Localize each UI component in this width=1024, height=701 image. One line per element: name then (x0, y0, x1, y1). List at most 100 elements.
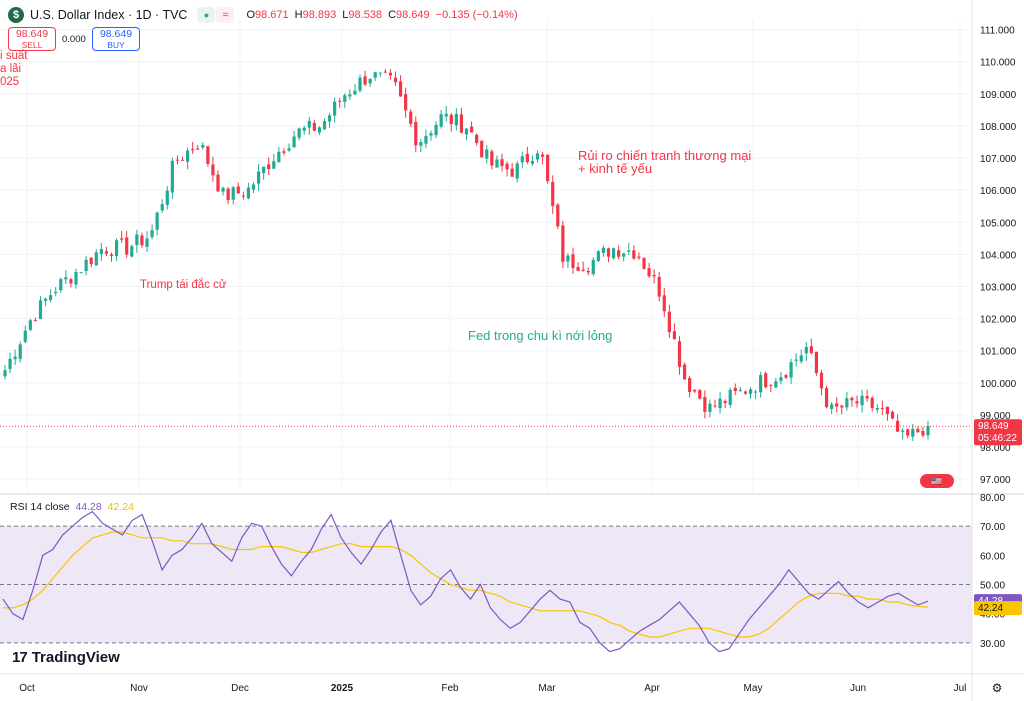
candle-body (120, 238, 124, 240)
ohlc-high: H98.893 (294, 9, 337, 21)
candle-body (885, 406, 890, 415)
candle-body (824, 388, 829, 408)
candle-body (799, 355, 803, 362)
candle-body (551, 182, 555, 206)
candle-body (510, 168, 514, 177)
candle-body (865, 396, 869, 399)
last-price-tag-text: 05:46:22 (978, 433, 1017, 444)
candle-body (109, 254, 114, 256)
candle-body (287, 148, 291, 151)
candle-body (38, 300, 43, 319)
candle-body (282, 151, 286, 153)
rsi-ma-value-tag: 42.24 (974, 601, 1022, 616)
candle-body (485, 149, 489, 159)
candle-body (43, 298, 48, 301)
delayed-data-icon[interactable]: ≈ (216, 7, 235, 23)
candle-body (617, 250, 621, 257)
candle-body (718, 398, 722, 409)
rsi-ma-value-tag-bg (974, 601, 1022, 616)
chart-annotation: + kinh tế yếu (578, 161, 652, 176)
candle-body (581, 269, 585, 271)
tradingview-mark-icon: 17 (12, 649, 28, 666)
rsi-ma-line (3, 531, 929, 638)
candle-body (520, 156, 524, 163)
rsi-legend[interactable]: RSI 14 close 44.28 42.24 (10, 501, 134, 513)
time-tick-label: Feb (441, 683, 459, 694)
candle-body (145, 238, 149, 247)
candle-body (368, 78, 372, 84)
candle-body (840, 405, 844, 408)
candle-body (333, 101, 337, 116)
candle-body (155, 212, 159, 230)
candle-body (662, 295, 666, 312)
candle-body (647, 268, 651, 277)
candle-body (363, 76, 367, 85)
clipped-line-2: a lãi (0, 63, 22, 75)
candle-body (449, 114, 453, 125)
candle-body (307, 120, 311, 128)
candle-body (566, 255, 570, 262)
candle-body (378, 72, 382, 74)
candle-body (353, 90, 357, 95)
candle-body (490, 151, 494, 166)
candle-body (875, 407, 879, 410)
buy-price: 98.649 (99, 28, 133, 40)
buy-label: BUY (107, 40, 125, 50)
time-axis: Oct Nov Dec 2025 Feb Mar Apr May Jun Jul (19, 683, 966, 694)
candle-body (571, 254, 575, 268)
candle-body (637, 256, 641, 258)
buy-button[interactable]: 98.649 BUY (92, 27, 140, 51)
candle-body (794, 359, 798, 361)
candle-body (398, 81, 403, 97)
candle-body (231, 187, 235, 200)
candle-body (246, 187, 251, 199)
candle-body (809, 346, 813, 354)
candle-body (439, 114, 443, 127)
tradingview-logo[interactable]: 17 TradingView (12, 649, 120, 666)
rsi-tick-label: 70.00 (980, 522, 1005, 533)
time-tick-label: Nov (130, 683, 148, 694)
candle-body (297, 128, 301, 138)
candle-body (814, 351, 819, 374)
candle-body (302, 127, 306, 131)
rsi-tick-label: 60.00 (980, 551, 1005, 562)
candle-body (561, 225, 565, 262)
candle-body (404, 94, 408, 111)
candle-body (753, 391, 758, 393)
candle-body (327, 115, 332, 122)
candle-body (358, 77, 362, 91)
sell-button[interactable]: 98.649 SELL (8, 27, 56, 51)
candle-body (667, 311, 671, 333)
candle-body (870, 397, 874, 409)
candle-body (434, 124, 438, 136)
tradingview-wordmark: TradingView (31, 649, 120, 666)
candle-body (69, 279, 73, 284)
candle-body (480, 140, 484, 158)
price-tick-label: 102.000 (980, 315, 1017, 326)
candle-body (723, 401, 727, 404)
candle-body (642, 257, 646, 269)
price-tick-label: 99.000 (980, 411, 1011, 422)
ohlc-open: O98.671 (246, 9, 289, 21)
market-open-icon[interactable]: ● (197, 7, 216, 23)
candle-body (748, 389, 753, 395)
symbol-title[interactable]: U.S. Dollar Index · 1D · TVC (30, 8, 188, 22)
price-tick-label: 103.000 (980, 283, 1017, 294)
candle-body (180, 159, 185, 161)
us-flag-events-icon[interactable]: 🇺🇸 (920, 474, 954, 488)
candle-body (713, 405, 717, 407)
candle-body (591, 259, 595, 275)
candle-body (170, 160, 174, 193)
candle-body (59, 279, 63, 291)
time-tick-label: Oct (19, 683, 35, 694)
candle-body (277, 151, 281, 163)
candle-body (18, 344, 22, 359)
settings-gear-icon[interactable]: ⚙ (991, 681, 1003, 695)
candle-body (8, 358, 12, 369)
candle-body (688, 378, 692, 392)
candle-body (540, 154, 545, 157)
candle-body (657, 277, 661, 297)
rsi-line (2, 510, 929, 653)
